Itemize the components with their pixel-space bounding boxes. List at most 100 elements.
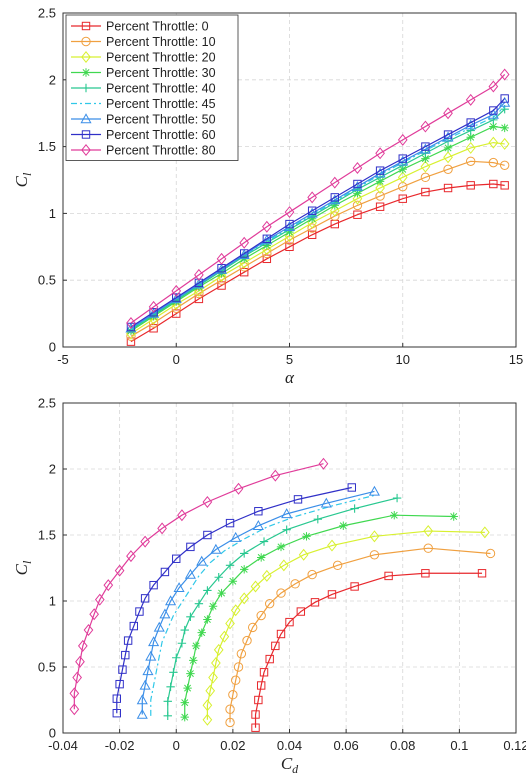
data-point	[163, 697, 172, 706]
data-point	[252, 520, 264, 530]
data-point	[160, 567, 170, 577]
data-point	[239, 236, 250, 249]
data-point	[271, 641, 280, 651]
series-5	[163, 493, 402, 721]
data-point	[186, 542, 195, 552]
data-point	[126, 550, 136, 563]
y-axis-label: Cl	[12, 172, 34, 187]
legend-marker	[81, 21, 91, 31]
series-9	[69, 457, 329, 716]
data-point	[115, 679, 124, 689]
data-point	[443, 164, 453, 175]
data-point	[375, 182, 385, 195]
data-point	[466, 118, 475, 127]
data-point	[327, 590, 337, 599]
data-point	[72, 671, 82, 684]
data-point	[285, 242, 294, 252]
x-tick-label: 15	[509, 352, 523, 367]
data-point	[103, 579, 114, 592]
data-point	[136, 708, 148, 719]
legend-entry: Percent Throttle: 45	[71, 97, 216, 111]
data-point	[276, 542, 286, 552]
data-point	[256, 681, 266, 690]
data-point	[139, 679, 151, 690]
data-point	[485, 548, 496, 559]
legend-label: Percent Throttle: 10	[106, 35, 216, 49]
x-tick-label: -0.02	[105, 738, 135, 753]
data-point	[285, 219, 294, 229]
data-point	[307, 206, 317, 215]
series-3	[202, 525, 490, 726]
x-tick-label: 0.04	[277, 738, 302, 753]
data-point	[369, 550, 380, 560]
legend-entry: Percent Throttle: 10	[71, 35, 216, 49]
data-point	[240, 565, 249, 574]
series-line	[229, 547, 491, 723]
data-point	[489, 106, 498, 115]
data-point	[307, 230, 317, 239]
data-point	[262, 569, 272, 582]
x-tick-label: -0.04	[48, 738, 78, 753]
data-point	[499, 137, 510, 150]
series-line	[141, 490, 375, 715]
data-point	[126, 337, 136, 346]
data-point	[296, 607, 306, 616]
data-point	[423, 543, 433, 553]
data-point	[126, 322, 136, 332]
data-point	[251, 710, 260, 719]
legend-marker	[81, 36, 91, 47]
data-point	[293, 495, 303, 504]
data-point	[329, 176, 340, 189]
data-point	[306, 207, 318, 218]
data-point	[149, 580, 158, 590]
data-point	[205, 684, 216, 697]
data-point	[449, 512, 458, 521]
data-point	[375, 202, 385, 211]
y-tick-label: 0.5	[38, 273, 56, 288]
legend-marker	[81, 130, 91, 139]
data-point	[443, 130, 453, 139]
x-tick-label: -5	[57, 352, 69, 367]
data-point	[236, 649, 247, 659]
data-point	[276, 629, 286, 639]
data-point	[159, 608, 171, 619]
data-point	[135, 607, 144, 616]
series-line	[254, 572, 483, 728]
data-point	[153, 621, 165, 632]
data-point	[240, 549, 249, 558]
data-point	[69, 687, 80, 700]
data-point	[140, 594, 150, 603]
legend-label: Percent Throttle: 80	[106, 143, 216, 157]
data-point	[398, 194, 407, 203]
data-point	[488, 157, 499, 168]
data-point	[327, 539, 337, 552]
data-point	[443, 143, 453, 153]
data-point	[233, 482, 244, 495]
data-point	[250, 580, 261, 593]
data-point	[262, 234, 272, 243]
data-point	[94, 593, 105, 606]
legend-marker	[81, 68, 91, 77]
data-point	[443, 183, 453, 193]
data-point	[500, 94, 509, 103]
data-point	[423, 525, 434, 538]
x-tick-label: 0	[173, 352, 180, 367]
data-point	[242, 635, 252, 646]
data-point	[203, 530, 212, 540]
data-point	[172, 554, 181, 563]
data-point	[307, 191, 317, 204]
series-line	[130, 74, 506, 324]
data-point	[278, 559, 289, 572]
data-point	[282, 525, 291, 534]
data-point	[307, 569, 317, 580]
data-point	[465, 93, 476, 106]
data-point	[171, 284, 182, 297]
data-point	[126, 316, 136, 329]
data-point	[318, 457, 329, 470]
data-point	[466, 156, 476, 166]
series-4	[180, 511, 458, 722]
series-line	[206, 530, 485, 720]
legend-entry: Percent Throttle: 40	[71, 81, 216, 95]
data-point	[284, 206, 295, 219]
